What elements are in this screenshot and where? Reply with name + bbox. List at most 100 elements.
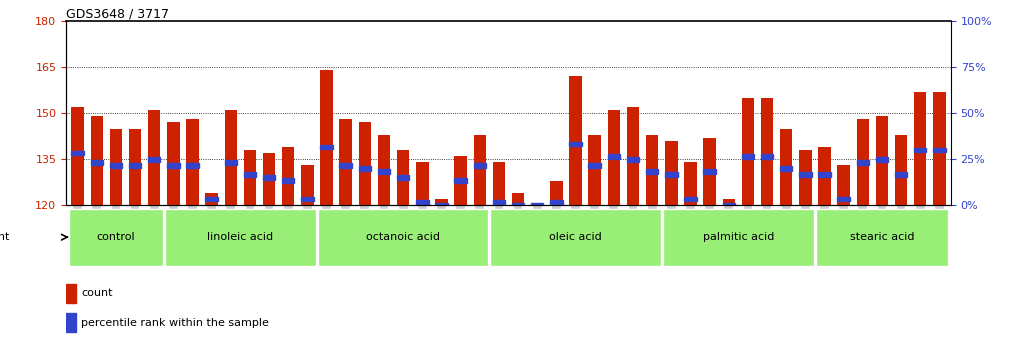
Bar	[244, 150, 256, 205]
Bar	[282, 147, 295, 205]
Bar	[282, 178, 295, 183]
Text: count: count	[81, 288, 113, 298]
Bar	[531, 203, 543, 207]
Bar	[799, 172, 812, 177]
Bar	[340, 119, 352, 205]
Bar	[492, 200, 505, 205]
Bar	[129, 163, 141, 168]
Bar	[474, 163, 486, 168]
Bar	[167, 122, 180, 205]
Text: agent: agent	[0, 232, 10, 242]
Text: percentile rank within the sample: percentile rank within the sample	[81, 318, 270, 328]
Bar	[780, 166, 792, 171]
Bar	[837, 197, 850, 201]
Bar	[397, 150, 410, 205]
Bar	[455, 178, 467, 183]
Bar	[780, 129, 792, 205]
Bar	[856, 160, 869, 165]
Bar	[340, 163, 352, 168]
Bar	[455, 156, 467, 205]
Bar	[244, 172, 256, 177]
Bar	[66, 313, 76, 332]
FancyBboxPatch shape	[165, 209, 316, 266]
Bar	[895, 135, 907, 205]
Bar	[550, 181, 562, 205]
FancyBboxPatch shape	[69, 209, 163, 266]
Bar	[416, 200, 428, 205]
Bar	[225, 110, 237, 205]
Bar	[626, 157, 640, 161]
Bar	[895, 172, 907, 177]
Bar	[589, 135, 601, 205]
Bar	[129, 129, 141, 205]
Bar	[186, 119, 198, 205]
Text: linoleic acid: linoleic acid	[207, 232, 274, 242]
Bar	[205, 197, 218, 201]
Bar	[934, 92, 946, 205]
FancyBboxPatch shape	[816, 209, 948, 266]
Bar	[856, 119, 869, 205]
Bar	[186, 163, 198, 168]
Text: oleic acid: oleic acid	[549, 232, 602, 242]
Text: octanoic acid: octanoic acid	[366, 232, 440, 242]
Bar	[665, 141, 677, 205]
Bar	[91, 116, 103, 205]
Bar	[646, 169, 658, 174]
Bar	[704, 169, 716, 174]
Bar	[722, 203, 735, 207]
Bar	[225, 160, 237, 165]
Bar	[876, 116, 888, 205]
Bar	[819, 147, 831, 205]
Bar	[722, 199, 735, 205]
Bar	[492, 162, 505, 205]
Bar	[799, 150, 812, 205]
Bar	[914, 148, 926, 152]
Text: palmitic acid: palmitic acid	[703, 232, 774, 242]
Bar	[704, 138, 716, 205]
Bar	[607, 110, 620, 205]
Bar	[474, 135, 486, 205]
FancyBboxPatch shape	[490, 209, 661, 266]
Bar	[570, 76, 582, 205]
Bar	[301, 197, 313, 201]
Bar	[71, 151, 83, 155]
Bar	[435, 199, 447, 205]
Bar	[589, 163, 601, 168]
Bar	[262, 153, 276, 205]
Bar	[416, 162, 428, 205]
Bar	[377, 169, 391, 174]
Bar	[626, 107, 640, 205]
FancyBboxPatch shape	[318, 209, 488, 266]
Bar	[377, 135, 391, 205]
Bar	[741, 154, 755, 159]
Bar	[914, 92, 926, 205]
Text: GDS3648 / 3717: GDS3648 / 3717	[66, 7, 169, 20]
Bar	[819, 172, 831, 177]
Bar	[397, 176, 410, 180]
Bar	[359, 166, 371, 171]
Text: stearic acid: stearic acid	[849, 232, 914, 242]
Bar	[320, 145, 333, 149]
Bar	[550, 200, 562, 205]
Bar	[110, 163, 122, 168]
Bar	[741, 98, 755, 205]
Bar	[359, 122, 371, 205]
Bar	[148, 157, 161, 161]
Bar	[570, 142, 582, 146]
Bar	[512, 203, 525, 207]
Bar	[167, 163, 180, 168]
Bar	[205, 193, 218, 205]
Bar	[435, 203, 447, 207]
Bar	[684, 197, 697, 201]
Bar	[607, 154, 620, 159]
Bar	[761, 98, 773, 205]
Bar	[91, 160, 103, 165]
Bar	[301, 165, 313, 205]
Bar	[512, 193, 525, 205]
Bar	[148, 110, 161, 205]
Bar	[761, 154, 773, 159]
Bar	[837, 165, 850, 205]
Bar	[71, 107, 83, 205]
Bar	[66, 284, 76, 303]
Bar	[110, 129, 122, 205]
